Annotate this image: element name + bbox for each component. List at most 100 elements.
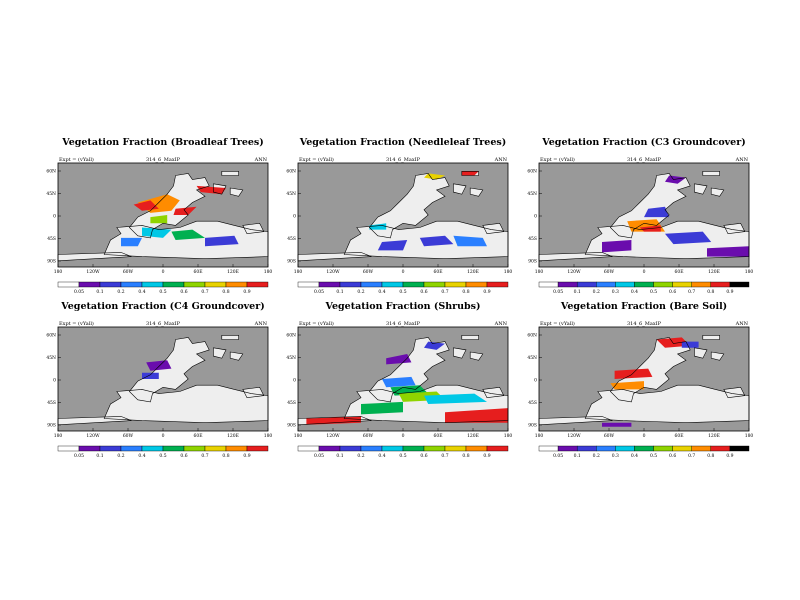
x-tick-label: 180 [54,269,63,275]
colorbar-label: 0.6 [420,289,427,295]
x-tick-label: 180 [535,433,544,439]
coastline [213,183,227,195]
x-tick-label: 180 [264,269,273,275]
data-field [133,200,159,211]
y-tick-label: 0 [534,378,537,384]
colorbar-swatch [653,445,673,452]
y-tick-label: 0 [293,214,296,220]
colorbar-label: 0.05 [553,453,563,459]
colorbar-label: 0.1 [574,453,581,459]
colorbar-swatch [297,445,320,452]
coastline [103,220,269,260]
colorbar-label: 0.9 [483,289,490,295]
x-tick-label: 0 [643,269,646,275]
panel-3: Vegetation Fraction (C3 Groundcover) Expt… [527,137,753,295]
land-mask [585,385,749,423]
expt-label: Expt = (vYall) [540,156,575,163]
coastline [694,347,708,359]
colorbar-label: 0.2 [357,289,364,295]
colorbar-label: 0.9 [243,453,250,459]
y-tick-label: 60N [46,333,56,339]
y-tick-label: 90S [528,259,537,265]
run-label: 314_6_MaxIP [627,321,662,327]
colorbar-label: 0.1 [96,453,103,459]
data-field [142,227,172,238]
y-tick-label: 60N [527,169,537,175]
season-label: ANN [494,157,508,163]
coastline [213,347,227,359]
colorbar-label: 0.9 [726,289,733,295]
colorbar-swatch [423,445,446,452]
colorbar-swatch [57,281,80,288]
colorbar-label: 0.6 [180,453,187,459]
y-tick-label: 0 [53,378,56,384]
data-field [707,246,749,257]
land-mask [298,252,372,261]
colorbar-label: 0.9 [726,453,733,459]
land-mask [58,416,132,425]
data-field [361,401,403,415]
colorbar-swatch [162,445,185,452]
colorbar-label: 0.8 [707,289,714,295]
colorbar-label: 0.7 [201,453,208,459]
colorbar-swatch [78,281,101,288]
colorbar-label: 0.6 [669,453,676,459]
colorbar-label: 0.4 [378,289,385,295]
colorbar-label: 0.1 [574,289,581,295]
data-field [681,341,699,348]
colorbar-swatch [465,281,488,288]
colorbar-swatch [99,281,122,288]
x-tick-label: 120E [227,433,239,439]
y-tick-label: 45N [286,355,296,361]
colorbar-swatch [246,445,269,452]
season-label: ANN [735,157,749,163]
colorbar-swatch [634,281,654,288]
x-tick-label: 180 [294,433,303,439]
colorbar-label: 0.1 [336,453,343,459]
x-tick-label: 60W [363,433,374,439]
x-tick-label: 120E [467,269,479,275]
x-tick-label: 180 [745,433,754,439]
colorbar-label: 0.6 [180,289,187,295]
colorbar-swatch [78,445,101,452]
coastline [702,171,720,176]
coastline [461,335,479,340]
colorbar-swatch [444,445,467,452]
colorbar-swatch [691,281,712,288]
x-tick-label: 0 [643,433,646,439]
x-tick-label: 120E [227,269,239,275]
x-tick-label: 120W [567,269,581,275]
colorbar-label: 0.4 [138,453,145,459]
colorbar-label: 0.2 [357,453,364,459]
colorbar-label: 0.7 [441,289,448,295]
data-field [644,206,670,218]
coastline [469,187,484,197]
colorbar-swatch [729,281,750,288]
panel-title: Vegetation Fraction (Shrubs) [324,301,480,312]
coastline [229,187,244,197]
coastline [229,351,244,361]
x-tick-label: 120W [326,433,340,439]
colorbar-label: 0.3 [612,453,619,459]
colorbar-label: 0.4 [631,289,638,295]
y-tick-label: 90S [287,423,296,429]
x-tick-label: 120W [567,433,581,439]
y-tick-label: 60N [46,169,56,175]
data-field [142,372,159,379]
coastline [609,337,691,403]
colorbar-swatch [538,281,559,288]
land-mask [242,223,264,234]
colorbar-swatch [99,445,122,452]
expt-label: Expt = (vYall) [299,320,334,327]
y-tick-label: 0 [53,214,56,220]
colorbar-swatch [596,281,616,288]
data-field [453,235,487,247]
colorbar-label: 0.2 [117,453,124,459]
x-tick-label: 180 [264,433,273,439]
colorbar-swatch [204,281,227,288]
colorbar-label: 0.5 [399,453,406,459]
colorbar-swatch [141,281,164,288]
land-mask [702,335,720,340]
coastline [343,220,509,260]
data-field [386,354,412,365]
